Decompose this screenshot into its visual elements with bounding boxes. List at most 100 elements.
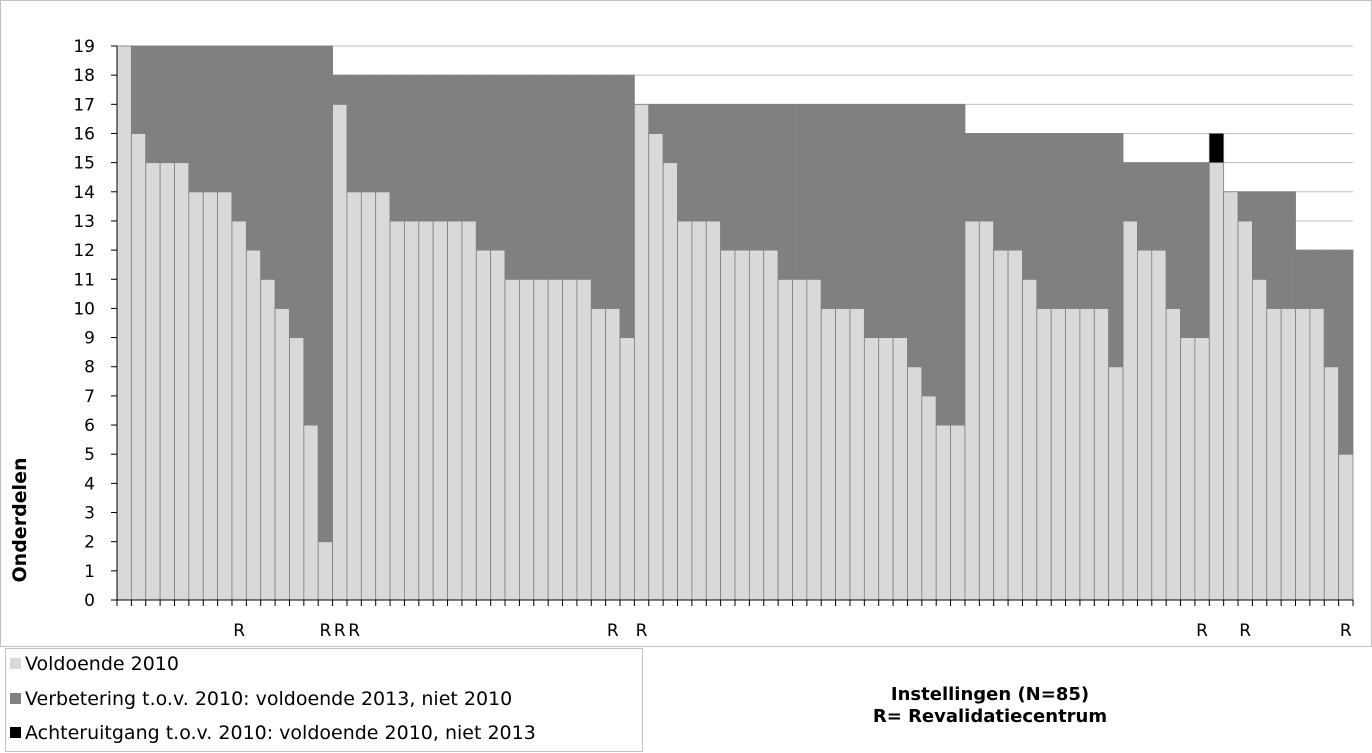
y-tick-label: 17 bbox=[73, 95, 95, 115]
bar-segment-series-0 bbox=[978, 220, 995, 601]
bar-segment-series-1 bbox=[863, 103, 880, 338]
bar-segment-series-0 bbox=[274, 308, 290, 601]
bar-segment-series-0 bbox=[849, 308, 865, 601]
bar-segment-series-0 bbox=[921, 395, 937, 601]
bar-segment-series-0 bbox=[461, 220, 477, 601]
bar-segment-series-0 bbox=[590, 308, 607, 601]
bar-segment-series-0 bbox=[720, 249, 736, 601]
bar-segment-series-1 bbox=[705, 103, 722, 222]
bar-segment-series-0 bbox=[1295, 308, 1311, 601]
bar-segment-series-0 bbox=[907, 366, 923, 601]
bar-segment-series-0 bbox=[490, 249, 506, 601]
bar-segment-series-0 bbox=[389, 220, 405, 601]
legend-swatch bbox=[10, 658, 21, 669]
bar-segment-series-1 bbox=[907, 103, 923, 368]
bar-segment-series-0 bbox=[1252, 278, 1268, 601]
x-tick-label: R bbox=[607, 621, 619, 641]
bar-segment-series-0 bbox=[1007, 249, 1023, 601]
bar-segment-series-1 bbox=[950, 103, 966, 426]
bar-segment-series-1 bbox=[1108, 133, 1124, 368]
bar-segment-series-0 bbox=[792, 278, 808, 601]
bars bbox=[116, 45, 1354, 601]
bar-segment-series-0 bbox=[935, 424, 951, 601]
bar-segment-series-1 bbox=[375, 74, 391, 193]
bar-segment-series-0 bbox=[734, 249, 750, 601]
y-tick-label: 3 bbox=[84, 504, 95, 524]
x-tick-label: R bbox=[233, 621, 245, 641]
bar-segment-series-1 bbox=[1065, 133, 1081, 309]
x-tick-label: R bbox=[319, 621, 331, 641]
bar-segment-series-0 bbox=[1165, 308, 1181, 601]
bar-segment-series-1 bbox=[835, 103, 851, 309]
bar-segment-series-0 bbox=[432, 220, 448, 601]
bar-segment-series-1 bbox=[289, 45, 305, 338]
axes bbox=[111, 45, 1354, 606]
y-tick-label: 19 bbox=[73, 37, 95, 57]
bar-segment-series-1 bbox=[792, 103, 808, 280]
legend-label: Voldoende 2010 bbox=[25, 653, 179, 675]
bar-segment-series-1 bbox=[849, 103, 865, 309]
bar-segment-series-1 bbox=[303, 45, 319, 426]
bar-segment-series-1 bbox=[878, 103, 894, 338]
bar-segment-series-1 bbox=[1151, 162, 1167, 251]
bar-segment-series-1 bbox=[648, 103, 664, 134]
bar-segment-series-0 bbox=[504, 278, 520, 601]
x-tick-label: R bbox=[1196, 621, 1208, 641]
bar-segment-series-1 bbox=[748, 103, 765, 251]
y-tick-label: 2 bbox=[84, 533, 95, 553]
bar-segment-series-1 bbox=[1165, 162, 1181, 309]
bar-segment-series-1 bbox=[404, 74, 420, 222]
bar-segment-series-1 bbox=[677, 103, 693, 222]
bar-segment-series-1 bbox=[935, 103, 951, 426]
bar-segment-series-0 bbox=[519, 278, 535, 601]
bar-segment-series-1 bbox=[332, 74, 348, 105]
bar-segment-series-1 bbox=[1137, 162, 1153, 251]
bar-segment-series-0 bbox=[576, 278, 592, 601]
bar-segment-series-1 bbox=[533, 74, 549, 280]
y-tick-label: 10 bbox=[73, 299, 95, 319]
bar-segment-series-1 bbox=[1252, 191, 1268, 280]
bar-segment-series-0 bbox=[1108, 366, 1124, 601]
bar-segment-series-1 bbox=[562, 74, 578, 280]
bar-segment-series-0 bbox=[634, 103, 650, 601]
bar-segment-series-1 bbox=[490, 74, 506, 251]
y-tick-label: 18 bbox=[73, 66, 95, 86]
bar-segment-series-1 bbox=[217, 45, 233, 193]
y-tick-label: 16 bbox=[73, 124, 95, 144]
bar-segment-series-0 bbox=[677, 220, 693, 601]
bar-segment-series-1 bbox=[1050, 133, 1066, 309]
bar-segment-series-1 bbox=[519, 74, 535, 280]
legend-item-verbetering: Verbetering t.o.v. 2010: voldoende 2013,… bbox=[10, 688, 512, 710]
bar-segment-series-0 bbox=[202, 191, 218, 601]
bar-segment-series-0 bbox=[748, 249, 765, 601]
y-tick-label: 14 bbox=[73, 183, 95, 203]
x-tick-label: R bbox=[636, 621, 648, 641]
bar-segment-series-0 bbox=[691, 220, 707, 601]
bar-segment-series-1 bbox=[1122, 162, 1138, 222]
bar-segment-series-1 bbox=[590, 74, 607, 309]
legend: Voldoende 2010 Verbetering t.o.v. 2010: … bbox=[5, 648, 643, 752]
bar-segment-series-1 bbox=[605, 74, 621, 309]
bar-segment-series-1 bbox=[188, 45, 204, 193]
bar-segment-series-0 bbox=[1280, 308, 1296, 601]
bar-segment-series-1 bbox=[662, 103, 678, 164]
x-axis-title: Instellingen (N=85) R= Revalidatiecentru… bbox=[800, 684, 1180, 728]
bar-segment-series-1 bbox=[231, 45, 247, 222]
bar-segment-series-0 bbox=[950, 424, 966, 601]
bar-segment-series-1 bbox=[921, 103, 937, 397]
bar-segment-series-0 bbox=[1036, 308, 1052, 601]
bar-segment-series-0 bbox=[892, 337, 908, 601]
y-tick-label: 5 bbox=[84, 445, 95, 465]
bar-segment-series-1 bbox=[475, 74, 492, 251]
bar-segment-series-0 bbox=[159, 162, 175, 601]
bar-segment-series-1 bbox=[820, 103, 836, 309]
legend-swatch bbox=[10, 693, 21, 704]
bar-segment-series-1 bbox=[447, 74, 463, 222]
bar-segment-series-0 bbox=[648, 133, 664, 601]
bar-segment-series-0 bbox=[1093, 308, 1110, 601]
bar-segment-series-0 bbox=[447, 220, 463, 601]
bar-segment-series-0 bbox=[1237, 220, 1253, 601]
